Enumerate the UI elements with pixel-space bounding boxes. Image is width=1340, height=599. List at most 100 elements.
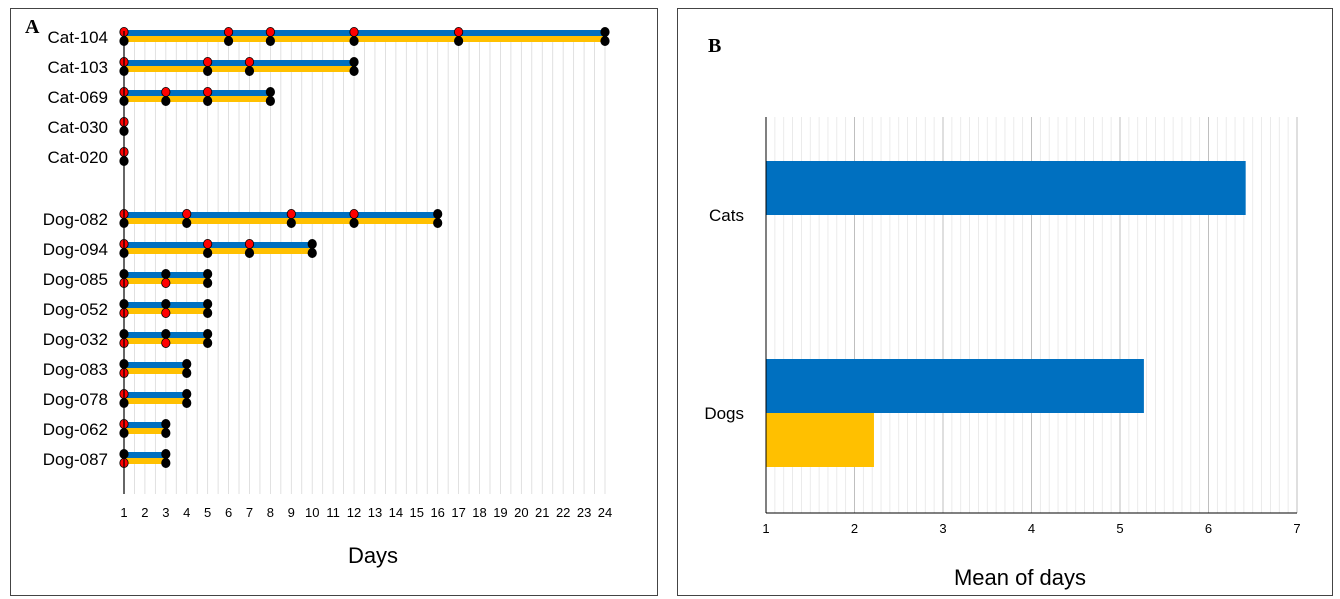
bar-yellow [124,96,271,102]
marker-top [203,87,213,98]
x-tick-label: 18 [472,505,486,520]
x-tick-label: 5 [204,505,211,520]
marker-top [244,57,255,68]
x-tick-label: 11 [326,505,340,520]
marker-top [203,328,213,339]
x-tick-label: 8 [267,505,274,520]
marker-bottom [223,35,234,46]
bar-yellow [124,398,187,404]
bar-yellow [124,218,438,224]
bar-blue [124,392,187,398]
marker-bottom [203,247,213,258]
bar-blue [124,60,355,66]
x-tick-label: 4 [183,505,190,520]
x-tick-label: 23 [577,505,591,520]
marker-top [286,208,296,219]
marker-bottom [161,427,171,438]
marker-top [454,26,464,37]
category-label: Cats [709,206,744,225]
x-tick-label: 1 [120,505,127,520]
panel-a-label: A [25,16,40,38]
x-tick-label: 6 [225,505,232,520]
x-tick-label: 2 [851,521,858,536]
marker-bottom [265,35,275,46]
x-gridlines [123,31,606,494]
x-tick-label: 9 [288,505,295,520]
marker-bottom [600,35,610,46]
marker-bottom [161,307,171,318]
bar-dogs [766,413,874,467]
marker-top [349,208,359,219]
marker-top [161,268,171,279]
category-label: Cat-069 [48,88,108,107]
category-label: Dog-078 [43,390,108,409]
category-labels: Cat-104 Cat-103 Cat-069 Cat-030 Cat-020 Dog-0… [43,28,108,469]
bar-blue [124,452,166,458]
bar-blue [124,242,313,248]
marker-bottom [433,217,443,228]
mean-days-bar-chart: B Cats Dogs 1 2 3 4 5 6 7 Mean of days [704,35,1300,590]
marker-top [161,87,171,98]
category-label: Dog-085 [43,270,108,289]
marker-bottom [286,217,296,228]
marker-top [203,298,213,309]
marker-bottom [203,307,213,318]
category-label: Dog-083 [43,360,108,379]
panel-b-mean-chart: B Cats Dogs 1 2 3 4 5 6 7 Mean of days [677,8,1333,596]
bar-yellow [124,248,313,254]
marker-top [182,358,192,369]
marker-top [244,238,255,249]
category-label: Dog-052 [43,300,108,319]
x-tick-labels: 1 2 3 4 5 6 7 8 9 10 11 12 13 14 15 16 17 18 19 20 21 22 23 24 [120,505,612,520]
panel-a-days-chart: A Cat-104 Cat-103 Cat-069 Cat-030 Cat-020 Dog… [10,8,658,596]
marker-top [161,418,171,429]
marker-bottom [349,35,359,46]
marker-top [203,57,213,68]
x-tick-label: 3 [939,521,946,536]
x-tick-label: 16 [430,505,444,520]
category-label: Cat-020 [48,148,108,167]
bar-blue [124,422,166,428]
x-tick-label: 24 [598,505,612,520]
marker-bottom [244,247,255,258]
category-label: Dog-032 [43,330,108,349]
marker-bottom [182,217,192,228]
bar-dogs [766,359,1144,413]
marker-bottom [203,277,213,288]
bar-yellow [124,458,166,464]
x-tick-label: 6 [1205,521,1212,536]
x-axis-title: Days [348,543,398,568]
x-tick-label: 20 [514,505,528,520]
marker-bottom [454,35,464,46]
marker-bottom [265,96,275,107]
marker-top [182,388,192,399]
category-labels: Cats Dogs [704,206,744,423]
category-label: Dog-094 [43,240,108,259]
x-tick-label: 7 [1293,521,1300,536]
marker-top [349,26,359,37]
x-tick-label: 14 [389,505,403,520]
bar-yellow [124,66,355,72]
marker-top [203,268,213,279]
marker-bottom [349,217,359,228]
bar-blue [124,362,187,368]
bar-yellow [124,368,187,374]
category-label: Dog-087 [43,450,108,469]
x-tick-label: 3 [162,505,169,520]
bar-blue [124,212,438,218]
x-tick-label: 19 [493,505,507,520]
marker-top [161,298,171,309]
marker-top [223,26,234,37]
category-label: Cat-104 [48,28,108,47]
category-label: Cat-103 [48,58,108,77]
marker-top [265,26,275,37]
marker-top [307,238,317,249]
marker-bottom [244,66,255,77]
x-tick-label: 13 [368,505,382,520]
mean-bars [766,161,1246,467]
bar-yellow [124,36,605,42]
x-tick-label: 7 [246,505,253,520]
bar-blue [124,90,271,96]
marker-top [182,208,192,219]
x-tick-label: 2 [141,505,148,520]
